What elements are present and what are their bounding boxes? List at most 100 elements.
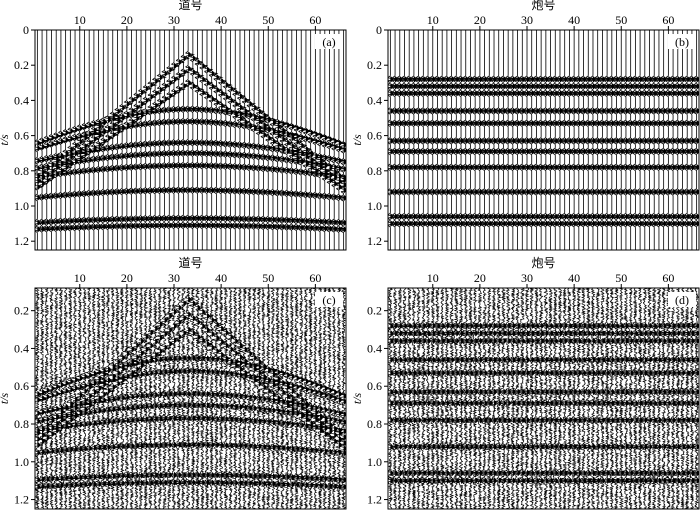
event-peak: [559, 417, 563, 424]
traces: [388, 30, 699, 250]
event-peak: [70, 411, 74, 419]
event-peak: [51, 134, 55, 141]
event-peak: [79, 138, 83, 145]
event-peak: [197, 215, 201, 222]
x-tick-label: 50: [615, 13, 627, 27]
event-peak: [649, 477, 653, 484]
wiggle-trace: [36, 30, 49, 250]
event-peak: [611, 369, 615, 377]
event-peak: [324, 482, 328, 490]
wiggle-trace: [269, 30, 280, 250]
y-tick-label: 0: [376, 23, 382, 37]
event-peak: [315, 381, 319, 389]
event-peak: [677, 337, 681, 345]
x-tick-label: 30: [521, 13, 533, 27]
event-peak: [461, 388, 464, 396]
event-peak: [498, 388, 502, 396]
event-peak: [677, 443, 681, 450]
event-peak: [93, 380, 97, 387]
event-peak: [51, 162, 55, 169]
event-peak: [65, 379, 69, 387]
event-peak: [451, 417, 455, 424]
event-peak: [122, 104, 125, 111]
event-peak: [282, 419, 286, 427]
event-peak: [658, 443, 662, 450]
event-peak: [696, 322, 699, 329]
wiggle-trace: [50, 30, 67, 250]
event-peak: [188, 65, 191, 72]
event-peak: [221, 77, 224, 85]
wiggle-trace: [221, 30, 233, 250]
event-peak: [75, 134, 78, 141]
event-peak: [211, 317, 215, 324]
event-peak: [164, 215, 168, 222]
event-peak: [122, 222, 125, 230]
wiggle-trace: [140, 30, 156, 250]
event-peak: [126, 112, 130, 119]
event-peak: [221, 119, 224, 127]
event-peak: [206, 150, 210, 157]
event-peak: [98, 155, 102, 162]
event-peak: [329, 155, 333, 162]
event-peak: [136, 141, 140, 149]
event-peak: [272, 154, 276, 162]
event-peak: [150, 472, 154, 479]
wiggle-trace: [66, 30, 78, 250]
event-peak: [503, 443, 507, 450]
event-peak: [37, 441, 41, 449]
event-peak: [206, 79, 210, 86]
event-peak: [621, 356, 625, 363]
event-peak: [301, 401, 304, 409]
event-peak: [131, 479, 135, 487]
event-peak: [197, 319, 201, 326]
event-peak: [649, 443, 653, 450]
y-axis-label: t/s: [350, 393, 364, 405]
y-tick-label: 0.2: [367, 58, 382, 72]
event-peak: [263, 153, 267, 161]
event-peak: [668, 330, 672, 337]
event-peak: [442, 400, 445, 407]
event-peak: [588, 443, 592, 450]
event-peak: [46, 393, 50, 401]
event-peak: [126, 361, 130, 369]
event-peak: [183, 55, 187, 62]
y-axis-label: t/s: [350, 134, 364, 146]
event-peak: [103, 407, 107, 414]
wiggle-trace: [249, 30, 262, 250]
event-peak: [696, 330, 699, 337]
event-peak: [56, 390, 59, 398]
event-peak: [150, 163, 154, 170]
event-peak: [150, 342, 154, 349]
event-peak: [263, 395, 267, 403]
y-tick-label: 1.0: [367, 455, 382, 469]
wiggle-trace: [174, 288, 186, 509]
event-peak: [268, 154, 272, 161]
event-peak: [296, 138, 300, 145]
wiggle-trace: [187, 288, 201, 509]
event-peak: [159, 347, 163, 355]
wiggle-trace: [146, 30, 158, 250]
wiggle-trace: [55, 288, 73, 509]
y-tick-label: 0.8: [367, 417, 382, 431]
event-peak: [503, 469, 507, 477]
event-peak: [644, 400, 648, 407]
event-peak: [498, 400, 502, 407]
x-tick-label: 20: [121, 271, 133, 285]
event-peak: [687, 443, 690, 450]
y-tick-label: 1.2: [14, 234, 29, 248]
event-peak: [79, 168, 83, 175]
event-peak: [174, 89, 177, 96]
event-peak: [126, 480, 130, 487]
event-peak: [159, 74, 163, 81]
event-peak: [423, 443, 427, 450]
event-peak: [272, 223, 276, 230]
x-tick-label: 40: [215, 13, 227, 27]
event-peak: [254, 124, 257, 131]
event-peak: [268, 126, 272, 134]
event-peak: [343, 449, 346, 457]
event-peak: [343, 141, 346, 148]
event-peak: [122, 113, 125, 120]
y-tick-label: 1.2: [367, 234, 382, 248]
event-peak: [315, 404, 319, 412]
wiggle-trace: [314, 288, 329, 509]
